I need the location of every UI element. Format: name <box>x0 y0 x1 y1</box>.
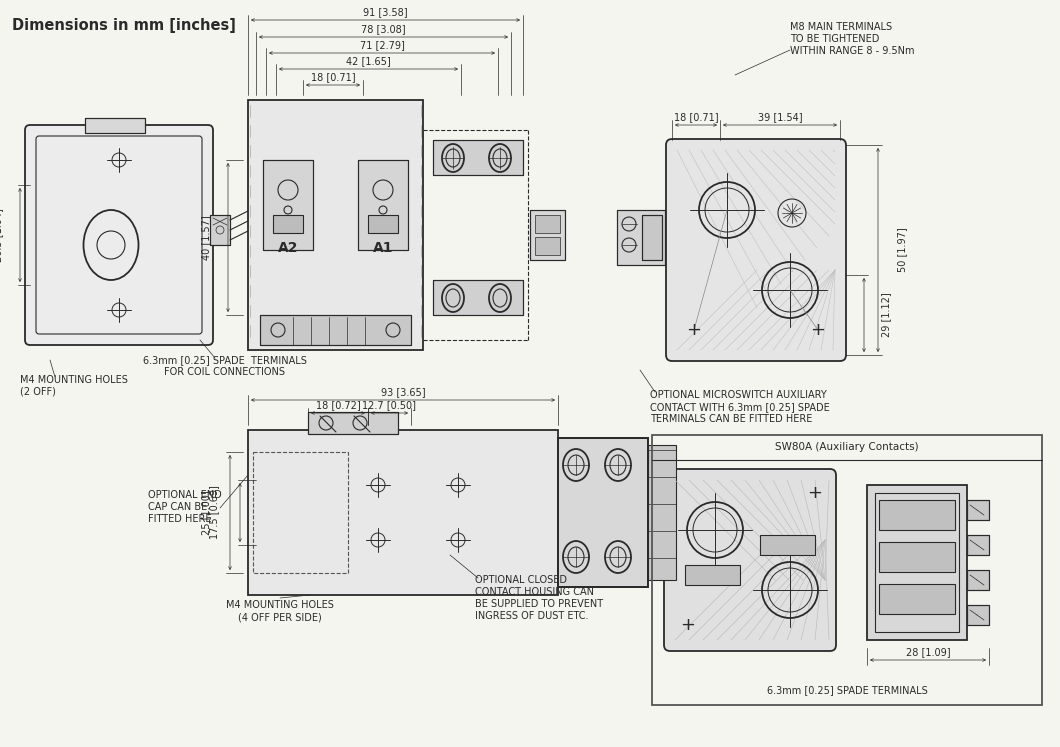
Text: FOR COIL CONNECTIONS: FOR COIL CONNECTIONS <box>164 367 285 377</box>
Bar <box>368 215 398 233</box>
Bar <box>558 438 648 587</box>
Text: +: + <box>808 484 823 502</box>
Text: INGRESS OF DUST ETC.: INGRESS OF DUST ETC. <box>475 611 588 621</box>
Bar <box>308 412 398 434</box>
Bar <box>530 210 565 260</box>
Bar <box>967 605 989 625</box>
Bar <box>685 565 740 585</box>
Bar <box>617 210 665 265</box>
Bar <box>308 412 398 434</box>
Bar <box>617 210 665 265</box>
Text: 71 [2.79]: 71 [2.79] <box>359 40 405 50</box>
Text: +: + <box>681 616 695 634</box>
Text: OPTIONAL MICROSWITCH AUXILIARY: OPTIONAL MICROSWITCH AUXILIARY <box>650 390 827 400</box>
Bar <box>648 445 676 580</box>
Text: +: + <box>687 321 702 339</box>
Bar <box>253 452 348 573</box>
Text: CAP CAN BE: CAP CAN BE <box>148 502 208 512</box>
Text: 6.3mm [0.25] SPADE TERMINALS: 6.3mm [0.25] SPADE TERMINALS <box>766 685 928 695</box>
Bar <box>273 215 303 233</box>
Bar <box>432 280 523 315</box>
Text: 18 [0.72]: 18 [0.72] <box>316 400 360 410</box>
Text: 26.5 [1.04]: 26.5 [1.04] <box>0 208 3 262</box>
Bar <box>967 500 989 520</box>
Text: 6.3mm [0.25] SPADE  TERMINALS: 6.3mm [0.25] SPADE TERMINALS <box>143 355 307 365</box>
Text: M4 MOUNTING HOLES: M4 MOUNTING HOLES <box>20 375 128 385</box>
Text: 50 [1.97]: 50 [1.97] <box>897 228 907 273</box>
Text: TO BE TIGHTENED: TO BE TIGHTENED <box>790 34 880 44</box>
Bar <box>248 430 558 595</box>
Text: M8 MAIN TERMINALS: M8 MAIN TERMINALS <box>790 22 893 32</box>
Text: M4 MOUNTING HOLES: M4 MOUNTING HOLES <box>226 600 334 610</box>
Text: 91 [3.58]: 91 [3.58] <box>364 7 408 17</box>
Text: 40 [1.57]: 40 [1.57] <box>201 215 211 260</box>
Text: A2: A2 <box>278 241 298 255</box>
Bar <box>867 485 967 640</box>
Text: 12.7 [0.50]: 12.7 [0.50] <box>363 400 417 410</box>
Bar <box>879 584 955 614</box>
Bar <box>967 605 989 625</box>
Text: SW80A (Auxiliary Contacts): SW80A (Auxiliary Contacts) <box>775 442 919 452</box>
Bar <box>260 315 411 345</box>
Bar <box>760 535 815 555</box>
Text: (4 OFF PER SIDE): (4 OFF PER SIDE) <box>238 612 322 622</box>
Text: BE SUPPLIED TO PREVENT: BE SUPPLIED TO PREVENT <box>475 599 603 609</box>
Text: Dimensions in mm [inches]: Dimensions in mm [inches] <box>12 18 236 33</box>
Text: +: + <box>811 321 826 339</box>
Bar <box>652 435 1042 705</box>
Bar <box>210 215 230 245</box>
Bar <box>530 210 565 260</box>
Text: (2 OFF): (2 OFF) <box>20 387 56 397</box>
FancyBboxPatch shape <box>25 125 213 345</box>
Bar <box>535 215 560 233</box>
Bar <box>535 237 560 255</box>
Bar <box>558 438 648 587</box>
Bar <box>967 535 989 555</box>
Bar <box>967 570 989 590</box>
Text: 17.5 [0.69]: 17.5 [0.69] <box>209 486 219 539</box>
Bar <box>432 140 523 175</box>
Bar <box>358 160 408 250</box>
Bar <box>263 160 313 250</box>
FancyBboxPatch shape <box>666 139 846 361</box>
Bar <box>879 542 955 572</box>
Bar <box>250 207 268 235</box>
Bar <box>879 500 955 530</box>
Text: CONTACT HOUSING CAN: CONTACT HOUSING CAN <box>475 587 594 597</box>
Bar <box>642 215 662 260</box>
Text: OPTIONAL CLOSED: OPTIONAL CLOSED <box>475 575 567 585</box>
Text: WITHIN RANGE 8 - 9.5Nm: WITHIN RANGE 8 - 9.5Nm <box>790 46 915 56</box>
Bar <box>967 535 989 555</box>
Bar <box>358 160 408 250</box>
Text: 93 [3.65]: 93 [3.65] <box>381 387 425 397</box>
Text: 18 [0.71]: 18 [0.71] <box>674 112 719 122</box>
Bar <box>967 570 989 590</box>
Bar <box>260 315 411 345</box>
Text: CONTACT WITH 6.3mm [0.25] SPADE: CONTACT WITH 6.3mm [0.25] SPADE <box>650 402 830 412</box>
Text: 18 [0.71]: 18 [0.71] <box>311 72 355 82</box>
FancyBboxPatch shape <box>664 469 836 651</box>
Text: 29 [1.12]: 29 [1.12] <box>881 293 891 338</box>
Text: 78 [3.08]: 78 [3.08] <box>361 24 406 34</box>
Bar <box>642 215 662 260</box>
Bar <box>874 493 959 632</box>
Text: 28 [1.09]: 28 [1.09] <box>905 647 951 657</box>
Text: A1: A1 <box>373 241 393 255</box>
Text: 42 [1.65]: 42 [1.65] <box>347 56 391 66</box>
Text: 39 [1.54]: 39 [1.54] <box>758 112 802 122</box>
Bar <box>432 140 523 175</box>
Bar <box>85 118 145 133</box>
Bar <box>85 118 145 133</box>
Bar <box>967 500 989 520</box>
Bar <box>250 207 268 235</box>
Bar <box>210 215 230 245</box>
Text: OPTIONAL END: OPTIONAL END <box>148 490 222 500</box>
Bar <box>263 160 313 250</box>
Text: 25 [1.00]: 25 [1.00] <box>201 490 211 535</box>
Bar <box>432 280 523 315</box>
Text: TERMINALS CAN BE FITTED HERE: TERMINALS CAN BE FITTED HERE <box>650 414 812 424</box>
Text: FITTED HERE: FITTED HERE <box>148 514 212 524</box>
Bar <box>248 100 423 350</box>
